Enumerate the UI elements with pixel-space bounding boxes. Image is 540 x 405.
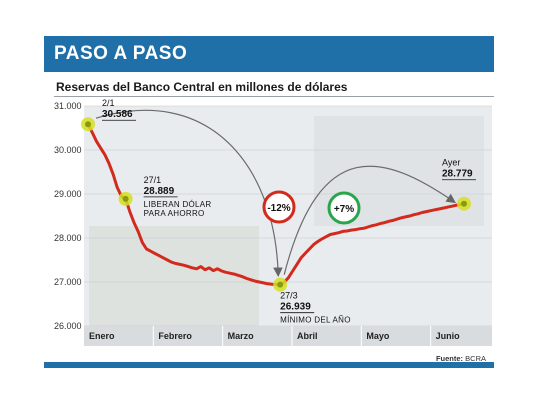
y-tick-label: 29.000 bbox=[54, 189, 82, 199]
annotation-marker-core bbox=[461, 200, 467, 207]
annotation-value: 30.586 bbox=[102, 109, 133, 120]
annotation-note: LIBERAN DÓLAR bbox=[144, 200, 212, 209]
annotation-note: MÍNIMO DEL AÑO bbox=[280, 316, 351, 325]
x-tick-label: Enero bbox=[89, 331, 115, 341]
x-tick-label: Junio bbox=[436, 331, 461, 341]
annotation-value: 28.779 bbox=[442, 169, 473, 180]
x-tick-label: Abril bbox=[297, 331, 318, 341]
line-chart: 31.000 30.000 29.000 28.000 27.000 26.000 Ener… bbox=[54, 98, 501, 346]
x-tick-label: Marzo bbox=[228, 331, 255, 341]
y-tick-label: 28.000 bbox=[54, 233, 82, 243]
x-axis-band bbox=[84, 326, 492, 346]
annotation-value: 28.889 bbox=[144, 186, 175, 197]
annotation-marker-core bbox=[122, 195, 129, 202]
annotation-marker-core bbox=[277, 281, 284, 288]
annotation-date: 27/3 bbox=[280, 291, 298, 301]
chart-title: Reservas del Banco Central en millones d… bbox=[56, 80, 348, 94]
annotation-date: 27/1 bbox=[144, 175, 162, 185]
decline-arrow bbox=[95, 109, 283, 278]
page-title: PASO A PASO bbox=[54, 43, 188, 64]
decline-badge bbox=[262, 190, 296, 224]
badge-label: -12% bbox=[267, 203, 290, 214]
banknote-background bbox=[89, 226, 259, 326]
annotation-value: 26.939 bbox=[280, 302, 311, 313]
source-label: Fuente: bbox=[435, 354, 464, 363]
annotation-date: Ayer bbox=[442, 158, 460, 168]
x-tick-label: Mayo bbox=[366, 331, 390, 341]
title-divider bbox=[54, 96, 494, 97]
y-tick-label: 27.000 bbox=[54, 277, 82, 287]
annotation-date: 2/1 bbox=[102, 98, 115, 108]
header-bar: PASO A PASO bbox=[44, 36, 494, 72]
y-tick-label: 26.000 bbox=[54, 321, 82, 331]
increase-badge bbox=[327, 191, 361, 225]
source-value: BCRA bbox=[465, 354, 486, 363]
annotation-note: PARA AHORRO bbox=[144, 209, 205, 218]
badge-label: +7% bbox=[334, 204, 354, 215]
annotation-marker-core bbox=[85, 121, 91, 128]
x-tick-label: Febrero bbox=[158, 331, 192, 341]
y-tick-label: 30.000 bbox=[54, 145, 82, 155]
recovery-arrow bbox=[283, 165, 456, 275]
y-tick-label: 31.000 bbox=[54, 101, 82, 111]
source-note: Fuente: BCRA bbox=[436, 354, 486, 363]
